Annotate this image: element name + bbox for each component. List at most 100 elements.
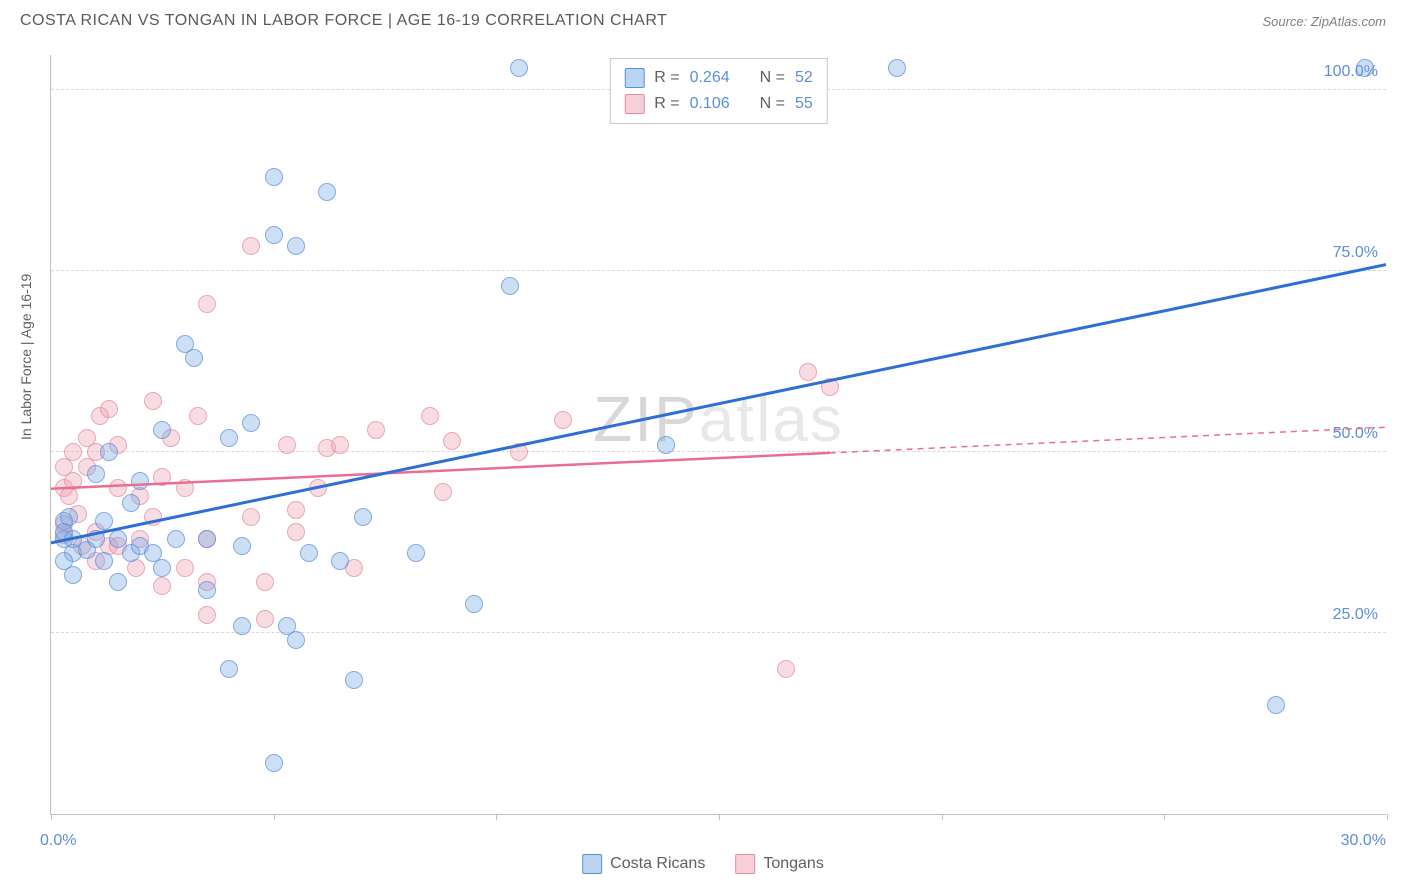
scatter-point-pink	[60, 487, 78, 505]
scatter-point-blue	[153, 421, 171, 439]
x-tick	[942, 814, 943, 820]
scatter-point-pink	[287, 501, 305, 519]
scatter-point-pink	[367, 421, 385, 439]
scatter-point-blue	[265, 754, 283, 772]
scatter-point-blue	[167, 530, 185, 548]
scatter-point-blue	[122, 494, 140, 512]
scatter-point-pink	[554, 411, 572, 429]
scatter-point-blue	[265, 168, 283, 186]
scatter-point-pink	[443, 432, 461, 450]
scatter-point-blue	[318, 183, 336, 201]
scatter-point-blue	[198, 581, 216, 599]
scatter-point-pink	[64, 443, 82, 461]
watermark: ZIPatlas	[593, 382, 844, 456]
scatter-point-blue	[300, 544, 318, 562]
scatter-point-blue	[220, 429, 238, 447]
scatter-point-pink	[100, 400, 118, 418]
scatter-point-blue	[657, 436, 675, 454]
scatter-point-blue	[109, 573, 127, 591]
stats-legend-box: R = 0.264 N = 52 R = 0.106 N = 55	[609, 58, 828, 124]
scatter-point-pink	[198, 606, 216, 624]
scatter-point-blue	[60, 508, 78, 526]
scatter-point-blue	[95, 552, 113, 570]
scatter-point-pink	[242, 237, 260, 255]
scatter-point-blue	[220, 660, 238, 678]
swatch-blue-icon	[624, 68, 644, 88]
gridline	[51, 451, 1386, 452]
x-tick	[1164, 814, 1165, 820]
scatter-point-pink	[510, 443, 528, 461]
scatter-point-blue	[131, 472, 149, 490]
x-tick	[274, 814, 275, 820]
scatter-point-blue	[109, 530, 127, 548]
scatter-point-blue	[233, 537, 251, 555]
y-tick-label: 50.0%	[1333, 425, 1378, 443]
trend-lines	[51, 55, 1386, 814]
scatter-point-blue	[198, 530, 216, 548]
scatter-point-pink	[256, 573, 274, 591]
y-tick-label: 25.0%	[1333, 606, 1378, 624]
scatter-point-pink	[287, 523, 305, 541]
legend-swatch-blue-icon	[582, 854, 602, 874]
chart-header: COSTA RICAN VS TONGAN IN LABOR FORCE | A…	[0, 0, 1406, 38]
legend-label-blue: Costa Ricans	[610, 855, 705, 873]
scatter-point-blue	[233, 617, 251, 635]
scatter-point-pink	[153, 468, 171, 486]
legend-item-pink: Tongans	[735, 854, 824, 874]
legend-swatch-pink-icon	[735, 854, 755, 874]
stats-row-pink: R = 0.106 N = 55	[624, 91, 813, 117]
x-axis-max-label: 30.0%	[1341, 832, 1386, 850]
scatter-point-pink	[421, 407, 439, 425]
scatter-point-blue	[287, 631, 305, 649]
scatter-point-pink	[434, 483, 452, 501]
scatter-point-pink	[144, 508, 162, 526]
scatter-point-pink	[309, 479, 327, 497]
scatter-point-pink	[109, 479, 127, 497]
scatter-point-pink	[777, 660, 795, 678]
chart-plot-area: ZIPatlas 25.0%50.0%75.0%100.0% R = 0.264…	[50, 55, 1386, 815]
scatter-point-blue	[87, 465, 105, 483]
scatter-point-blue	[87, 530, 105, 548]
scatter-point-blue	[501, 277, 519, 295]
scatter-point-blue	[465, 595, 483, 613]
legend-item-blue: Costa Ricans	[582, 854, 705, 874]
scatter-point-pink	[821, 378, 839, 396]
scatter-point-blue	[185, 349, 203, 367]
scatter-point-pink	[256, 610, 274, 628]
scatter-point-pink	[799, 363, 817, 381]
scatter-point-pink	[153, 577, 171, 595]
scatter-point-blue	[510, 59, 528, 77]
scatter-point-blue	[345, 671, 363, 689]
scatter-point-pink	[242, 508, 260, 526]
x-tick	[496, 814, 497, 820]
x-tick	[1387, 814, 1388, 820]
y-tick-label: 75.0%	[1333, 244, 1378, 262]
x-axis-min-label: 0.0%	[40, 832, 76, 850]
y-axis-label: In Labor Force | Age 16-19	[18, 274, 34, 440]
scatter-point-blue	[287, 237, 305, 255]
swatch-pink-icon	[624, 94, 644, 114]
gridline	[51, 270, 1386, 271]
scatter-point-pink	[331, 436, 349, 454]
scatter-point-pink	[198, 295, 216, 313]
legend-label-pink: Tongans	[763, 855, 824, 873]
scatter-point-blue	[265, 226, 283, 244]
scatter-point-blue	[407, 544, 425, 562]
scatter-point-pink	[144, 392, 162, 410]
scatter-point-blue	[95, 512, 113, 530]
stats-row-blue: R = 0.264 N = 52	[624, 65, 813, 91]
scatter-point-blue	[144, 544, 162, 562]
x-tick	[51, 814, 52, 820]
x-tick	[719, 814, 720, 820]
gridline	[51, 632, 1386, 633]
scatter-point-pink	[189, 407, 207, 425]
scatter-point-pink	[278, 436, 296, 454]
scatter-point-blue	[1356, 59, 1374, 77]
scatter-point-pink	[176, 559, 194, 577]
scatter-point-blue	[354, 508, 372, 526]
scatter-point-blue	[888, 59, 906, 77]
scatter-point-blue	[100, 443, 118, 461]
scatter-point-blue	[331, 552, 349, 570]
scatter-point-blue	[242, 414, 260, 432]
scatter-point-pink	[176, 479, 194, 497]
